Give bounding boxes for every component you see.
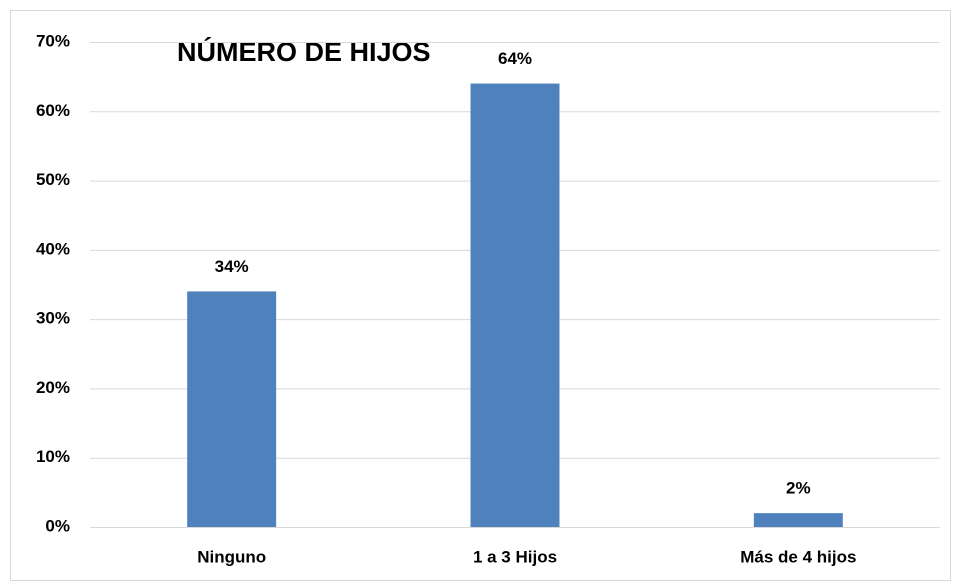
y-tick-label: 30%	[36, 309, 70, 328]
y-tick-label: 20%	[36, 378, 70, 397]
value-label: 2%	[786, 479, 811, 498]
y-tick-label: 60%	[36, 101, 70, 120]
bar	[470, 83, 560, 528]
value-label: 34%	[215, 257, 249, 276]
y-tick-label: 0%	[45, 516, 70, 535]
x-tick-label: 1 a 3 Hijos	[473, 547, 557, 566]
y-tick-label: 40%	[36, 239, 70, 258]
value-label: 64%	[498, 49, 532, 68]
chart-title: NÚMERO DE HIJOS	[177, 36, 431, 67]
y-tick-label: 70%	[36, 31, 70, 50]
y-tick-label: 50%	[36, 170, 70, 189]
x-tick-label: Ninguno	[197, 547, 266, 566]
bar	[753, 513, 843, 527]
y-tick-label: 10%	[36, 447, 70, 466]
x-tick-label: Más de 4 hijos	[740, 547, 856, 566]
bar	[187, 291, 277, 527]
